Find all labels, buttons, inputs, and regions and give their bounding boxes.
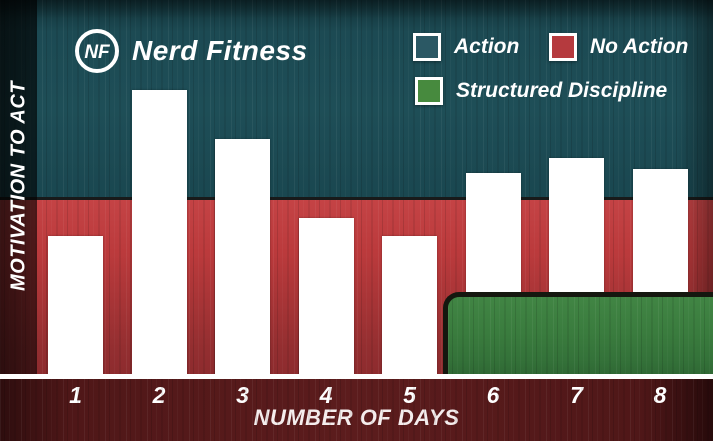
bars-layer (48, 90, 688, 375)
bar-day-3 (215, 138, 270, 375)
brand-name: Nerd Fitness (132, 35, 308, 66)
x-axis-title: NUMBER OF DAYS (253, 405, 460, 430)
x-tick-label-7: 7 (570, 382, 583, 408)
x-axis-labels: 1 2 3 4 5 6 7 8 (0, 382, 713, 408)
bar-day-5 (382, 236, 437, 375)
bar-day-2 (131, 90, 187, 375)
action-zone-background (0, 0, 713, 197)
nf-monogram-icon: NF (72, 26, 122, 76)
brand-logo: NF Nerd Fitness (72, 26, 308, 76)
nf-monogram-text: NF (84, 42, 111, 63)
x-axis-footer: 1 2 3 4 5 6 7 8 NUMBER OF DAYS (0, 379, 713, 441)
y-axis-label: MOTIVATION TO ACT (7, 81, 30, 291)
y-axis-shade-strip (0, 0, 37, 375)
x-tick-label-1: 1 (69, 382, 82, 408)
x-tick-label-3: 3 (236, 382, 249, 408)
x-tick-label-8: 8 (653, 382, 667, 408)
bar-day-1 (48, 236, 103, 375)
x-tick-label-6: 6 (486, 382, 500, 408)
x-tick-label-2: 2 (152, 382, 166, 408)
x-axis-line (0, 374, 713, 379)
bar-day-4 (298, 217, 354, 375)
x-tick-label-4: 4 (319, 382, 333, 408)
x-tick-label-5: 5 (403, 382, 416, 408)
structured-discipline-floor (443, 292, 713, 375)
